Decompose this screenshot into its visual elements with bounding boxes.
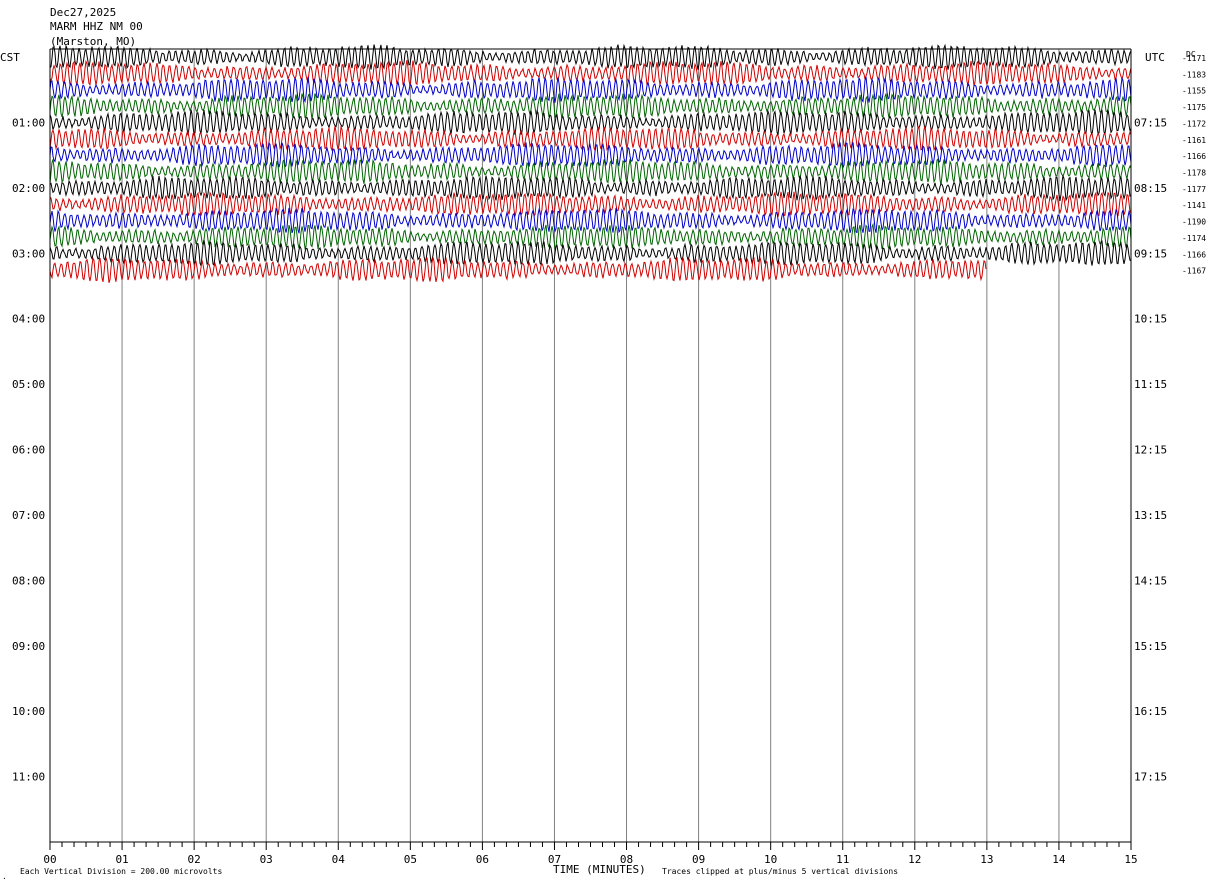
trace-row-9 bbox=[49, 175, 1132, 202]
x-tick-label: 00 bbox=[43, 853, 56, 866]
trace-row-1 bbox=[49, 43, 1132, 70]
dc-offset-label: -1178 bbox=[1182, 168, 1206, 177]
left-hour-label: 02:00 bbox=[12, 182, 45, 195]
location-label: (Marston, MO) bbox=[50, 35, 136, 48]
dc-offset-label: -1166 bbox=[1182, 250, 1206, 259]
left-hour-label: 01:00 bbox=[12, 116, 45, 129]
trace-row-2 bbox=[49, 59, 1132, 87]
trace-row-10 bbox=[49, 190, 1132, 219]
right-hour-label: 13:15 bbox=[1134, 509, 1167, 522]
dc-offset-label: -1161 bbox=[1182, 136, 1206, 145]
right-hour-label: 12:15 bbox=[1134, 444, 1167, 457]
dc-offset-label: -1166 bbox=[1182, 152, 1206, 161]
left-hour-label: 09:00 bbox=[12, 640, 45, 653]
trace-row-11 bbox=[49, 207, 1132, 234]
right-timezone-label: UTC bbox=[1145, 51, 1165, 64]
trace-row-5 bbox=[49, 108, 1132, 137]
right-hour-label: 08:15 bbox=[1134, 182, 1167, 195]
left-hour-label: 10:00 bbox=[12, 705, 45, 718]
trace-row-7 bbox=[49, 141, 1132, 170]
dc-offset-label: -1183 bbox=[1182, 70, 1206, 79]
x-tick-label: 14 bbox=[1052, 853, 1066, 866]
x-axis-tick-labels: 00 01 02 03 04 05 06 07 08 09 10 11 12 13 14 15 bbox=[43, 853, 1137, 866]
station-label: MARM HHZ NM 00 bbox=[50, 20, 143, 33]
dc-offset-label: -1190 bbox=[1182, 218, 1206, 227]
right-hour-label: 15:15 bbox=[1134, 640, 1167, 653]
trace-row-3 bbox=[49, 76, 1132, 104]
x-tick-label: 02 bbox=[188, 853, 201, 866]
x-tick-label: 09 bbox=[692, 853, 705, 866]
trace-row-14 bbox=[49, 256, 987, 283]
x-tick-label: 06 bbox=[476, 853, 489, 866]
left-hour-label: 05:00 bbox=[12, 378, 45, 391]
right-hour-label: 11:15 bbox=[1134, 378, 1167, 391]
dc-offset-label: -1174 bbox=[1182, 234, 1206, 243]
trace-row-4 bbox=[49, 93, 1132, 121]
x-tick-label: 03 bbox=[260, 853, 273, 866]
dc-header-label: DC bbox=[1186, 50, 1196, 59]
x-tick-label: 10 bbox=[764, 853, 777, 866]
dc-offset-label: -1141 bbox=[1182, 201, 1206, 210]
seismic-traces bbox=[49, 43, 1132, 283]
left-hour-labels: 01:00 02:00 03:00 04:00 05:00 06:00 07:00 08:00… bbox=[12, 116, 45, 783]
x-axis-title: TIME (MINUTES) bbox=[553, 863, 646, 876]
left-hour-label: 04:00 bbox=[12, 313, 45, 326]
right-hour-label: 10:15 bbox=[1134, 313, 1167, 326]
dc-offset-label: -1171 bbox=[1182, 54, 1206, 63]
left-hour-label: 06:00 bbox=[12, 444, 45, 457]
x-axis-ticks bbox=[49, 842, 1132, 850]
left-timezone-label: CST bbox=[0, 51, 20, 64]
x-tick-label: 08 bbox=[620, 853, 633, 866]
right-hour-labels: 07:15 08:15 09:15 10:15 11:15 12:15 13:15 14:15… bbox=[1134, 116, 1167, 783]
x-tick-label: 11 bbox=[836, 853, 849, 866]
left-hour-label: 07:00 bbox=[12, 509, 45, 522]
clip-note: Traces clipped at plus/minus 5 vertical … bbox=[662, 867, 898, 876]
x-tick-label: 15 bbox=[1124, 853, 1137, 866]
dc-offset-label: -1155 bbox=[1182, 87, 1206, 96]
right-hour-label: 16:15 bbox=[1134, 705, 1167, 718]
right-hour-label: 17:15 bbox=[1134, 771, 1167, 784]
trace-row-8 bbox=[49, 157, 1132, 185]
scale-note: Each Vertical Division = 200.00 microvol… bbox=[20, 867, 222, 876]
trace-row-12 bbox=[49, 222, 1132, 251]
x-tick-label: 04 bbox=[332, 853, 346, 866]
x-tick-label: 12 bbox=[908, 853, 921, 866]
date-label: Dec27,2025 bbox=[50, 6, 116, 19]
corner-mark: . bbox=[2, 872, 7, 881]
x-tick-label: 01 bbox=[115, 853, 128, 866]
trace-row-6 bbox=[49, 125, 1132, 153]
right-hour-label: 07:15 bbox=[1134, 116, 1167, 129]
x-tick-label: 13 bbox=[980, 853, 993, 866]
x-tick-label: 05 bbox=[404, 853, 417, 866]
dc-offset-label: -1172 bbox=[1182, 119, 1206, 128]
dc-offset-label: -1167 bbox=[1182, 267, 1206, 276]
dc-offset-labels: -1171 -1183 -1155 -1175 -1172 -1161 -1166 -1178… bbox=[1182, 54, 1206, 276]
trace-row-13 bbox=[49, 239, 1132, 267]
left-hour-label: 11:00 bbox=[12, 771, 45, 784]
right-hour-label: 09:15 bbox=[1134, 247, 1167, 260]
dc-offset-label: -1175 bbox=[1182, 103, 1206, 112]
left-hour-label: 03:00 bbox=[12, 247, 45, 260]
dc-offset-label: -1177 bbox=[1182, 185, 1206, 194]
x-tick-label: 07 bbox=[548, 853, 561, 866]
left-hour-label: 08:00 bbox=[12, 574, 45, 587]
right-hour-label: 14:15 bbox=[1134, 574, 1167, 587]
